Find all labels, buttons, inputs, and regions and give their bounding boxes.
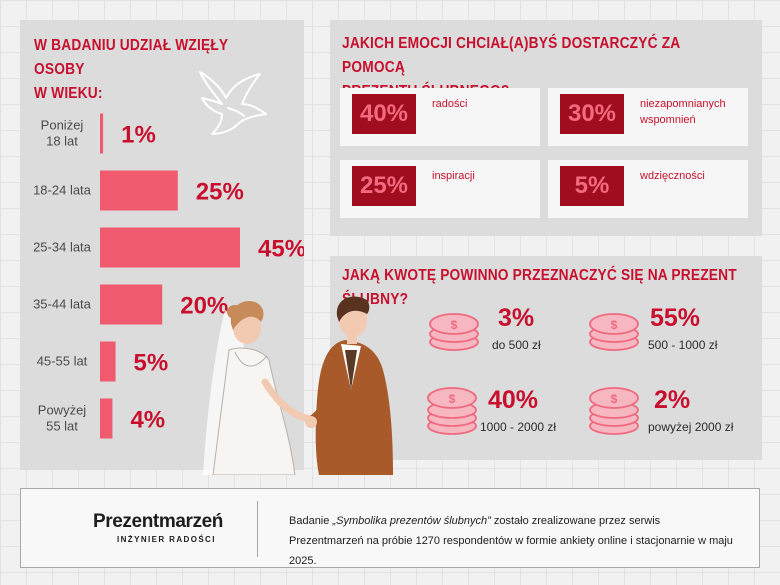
coin-stack-icon: $ (429, 313, 479, 351)
emotion-value: 5% (560, 166, 624, 206)
category-label: 18-24 lata (33, 183, 92, 198)
coin-stack-icon: $ (427, 387, 477, 435)
amount-range: powyżej 2000 zł (648, 420, 734, 434)
category-label: Powyżej (38, 403, 87, 418)
footer: Prezentmarzeń INŻYNIER RADOŚCI Badanie „… (20, 488, 760, 568)
amount-value: 55% (650, 304, 701, 332)
category-label: 25-34 lata (33, 240, 92, 255)
svg-text:$: $ (451, 318, 458, 332)
emotion-label: wdzięczności (640, 170, 705, 182)
value-label: 25% (196, 179, 244, 206)
category-label: 18 lat (46, 134, 78, 149)
amount-value: 2% (654, 386, 691, 414)
value-label: 4% (130, 407, 165, 434)
emotions-panel: Jakich emocji chciał(a)byś dostarczyć za… (330, 20, 762, 236)
coin-stack-icon: $ (589, 313, 639, 351)
emotion-value: 40% (352, 94, 416, 134)
emotion-value: 25% (352, 166, 416, 206)
svg-text:$: $ (611, 392, 618, 406)
age-panel: W badaniu udział wzięły osoby w wieku: P… (20, 20, 304, 470)
bar (100, 284, 163, 325)
amount-range: 500 - 1000 zł (648, 338, 718, 352)
svg-text:$: $ (449, 392, 456, 406)
value-label: 1% (121, 122, 156, 149)
bar (100, 227, 240, 268)
logo-tagline: INŻYNIER RADOŚCI (117, 535, 216, 544)
coin-stack-icon: $ (589, 387, 639, 435)
emotion-label: radości (432, 98, 468, 110)
couple-illustration (203, 296, 393, 475)
bar (100, 398, 113, 439)
svg-text:$: $ (611, 318, 618, 332)
amount-value: 3% (498, 304, 535, 332)
category-label: Poniżej (41, 118, 84, 133)
value-label: 20% (180, 293, 228, 320)
footer-note: Badanie „Symbolika prezentów ślubnych” z… (289, 515, 733, 567)
emotion-card-joy: 40% radości (340, 88, 540, 146)
amount-range: 1000 - 2000 zł (480, 420, 557, 434)
bar (100, 341, 116, 382)
value-label: 45% (258, 236, 304, 263)
emotion-value: 30% (560, 94, 624, 134)
amount-panel: Jaką kwotę powinno przeznaczyć się na pr… (330, 256, 762, 460)
bar (100, 170, 178, 211)
emotion-card-inspiration: 25% inspiracji (340, 160, 540, 218)
dove-icon (199, 71, 267, 135)
category-label: 55 lat (46, 419, 78, 434)
age-panel-title: W badaniu udział wzięły osoby w wieku: (34, 37, 229, 102)
category-label: 45-55 lat (37, 354, 88, 369)
amount-value: 40% (488, 386, 539, 414)
emotion-card-memories: 30% niezapomnianych wspomnień (548, 88, 748, 146)
value-label: 5% (134, 350, 169, 377)
logo: Prezentmarzeń (93, 511, 223, 532)
emotion-card-gratitude: 5% wdzięczności (548, 160, 748, 218)
emotion-label: niezapomnianych wspomnień (640, 98, 726, 126)
emotion-label: inspiracji (432, 170, 475, 182)
category-label: 35-44 lata (33, 297, 92, 312)
divider (257, 501, 258, 557)
amount-range: do 500 zł (492, 338, 541, 352)
bar (100, 113, 104, 154)
